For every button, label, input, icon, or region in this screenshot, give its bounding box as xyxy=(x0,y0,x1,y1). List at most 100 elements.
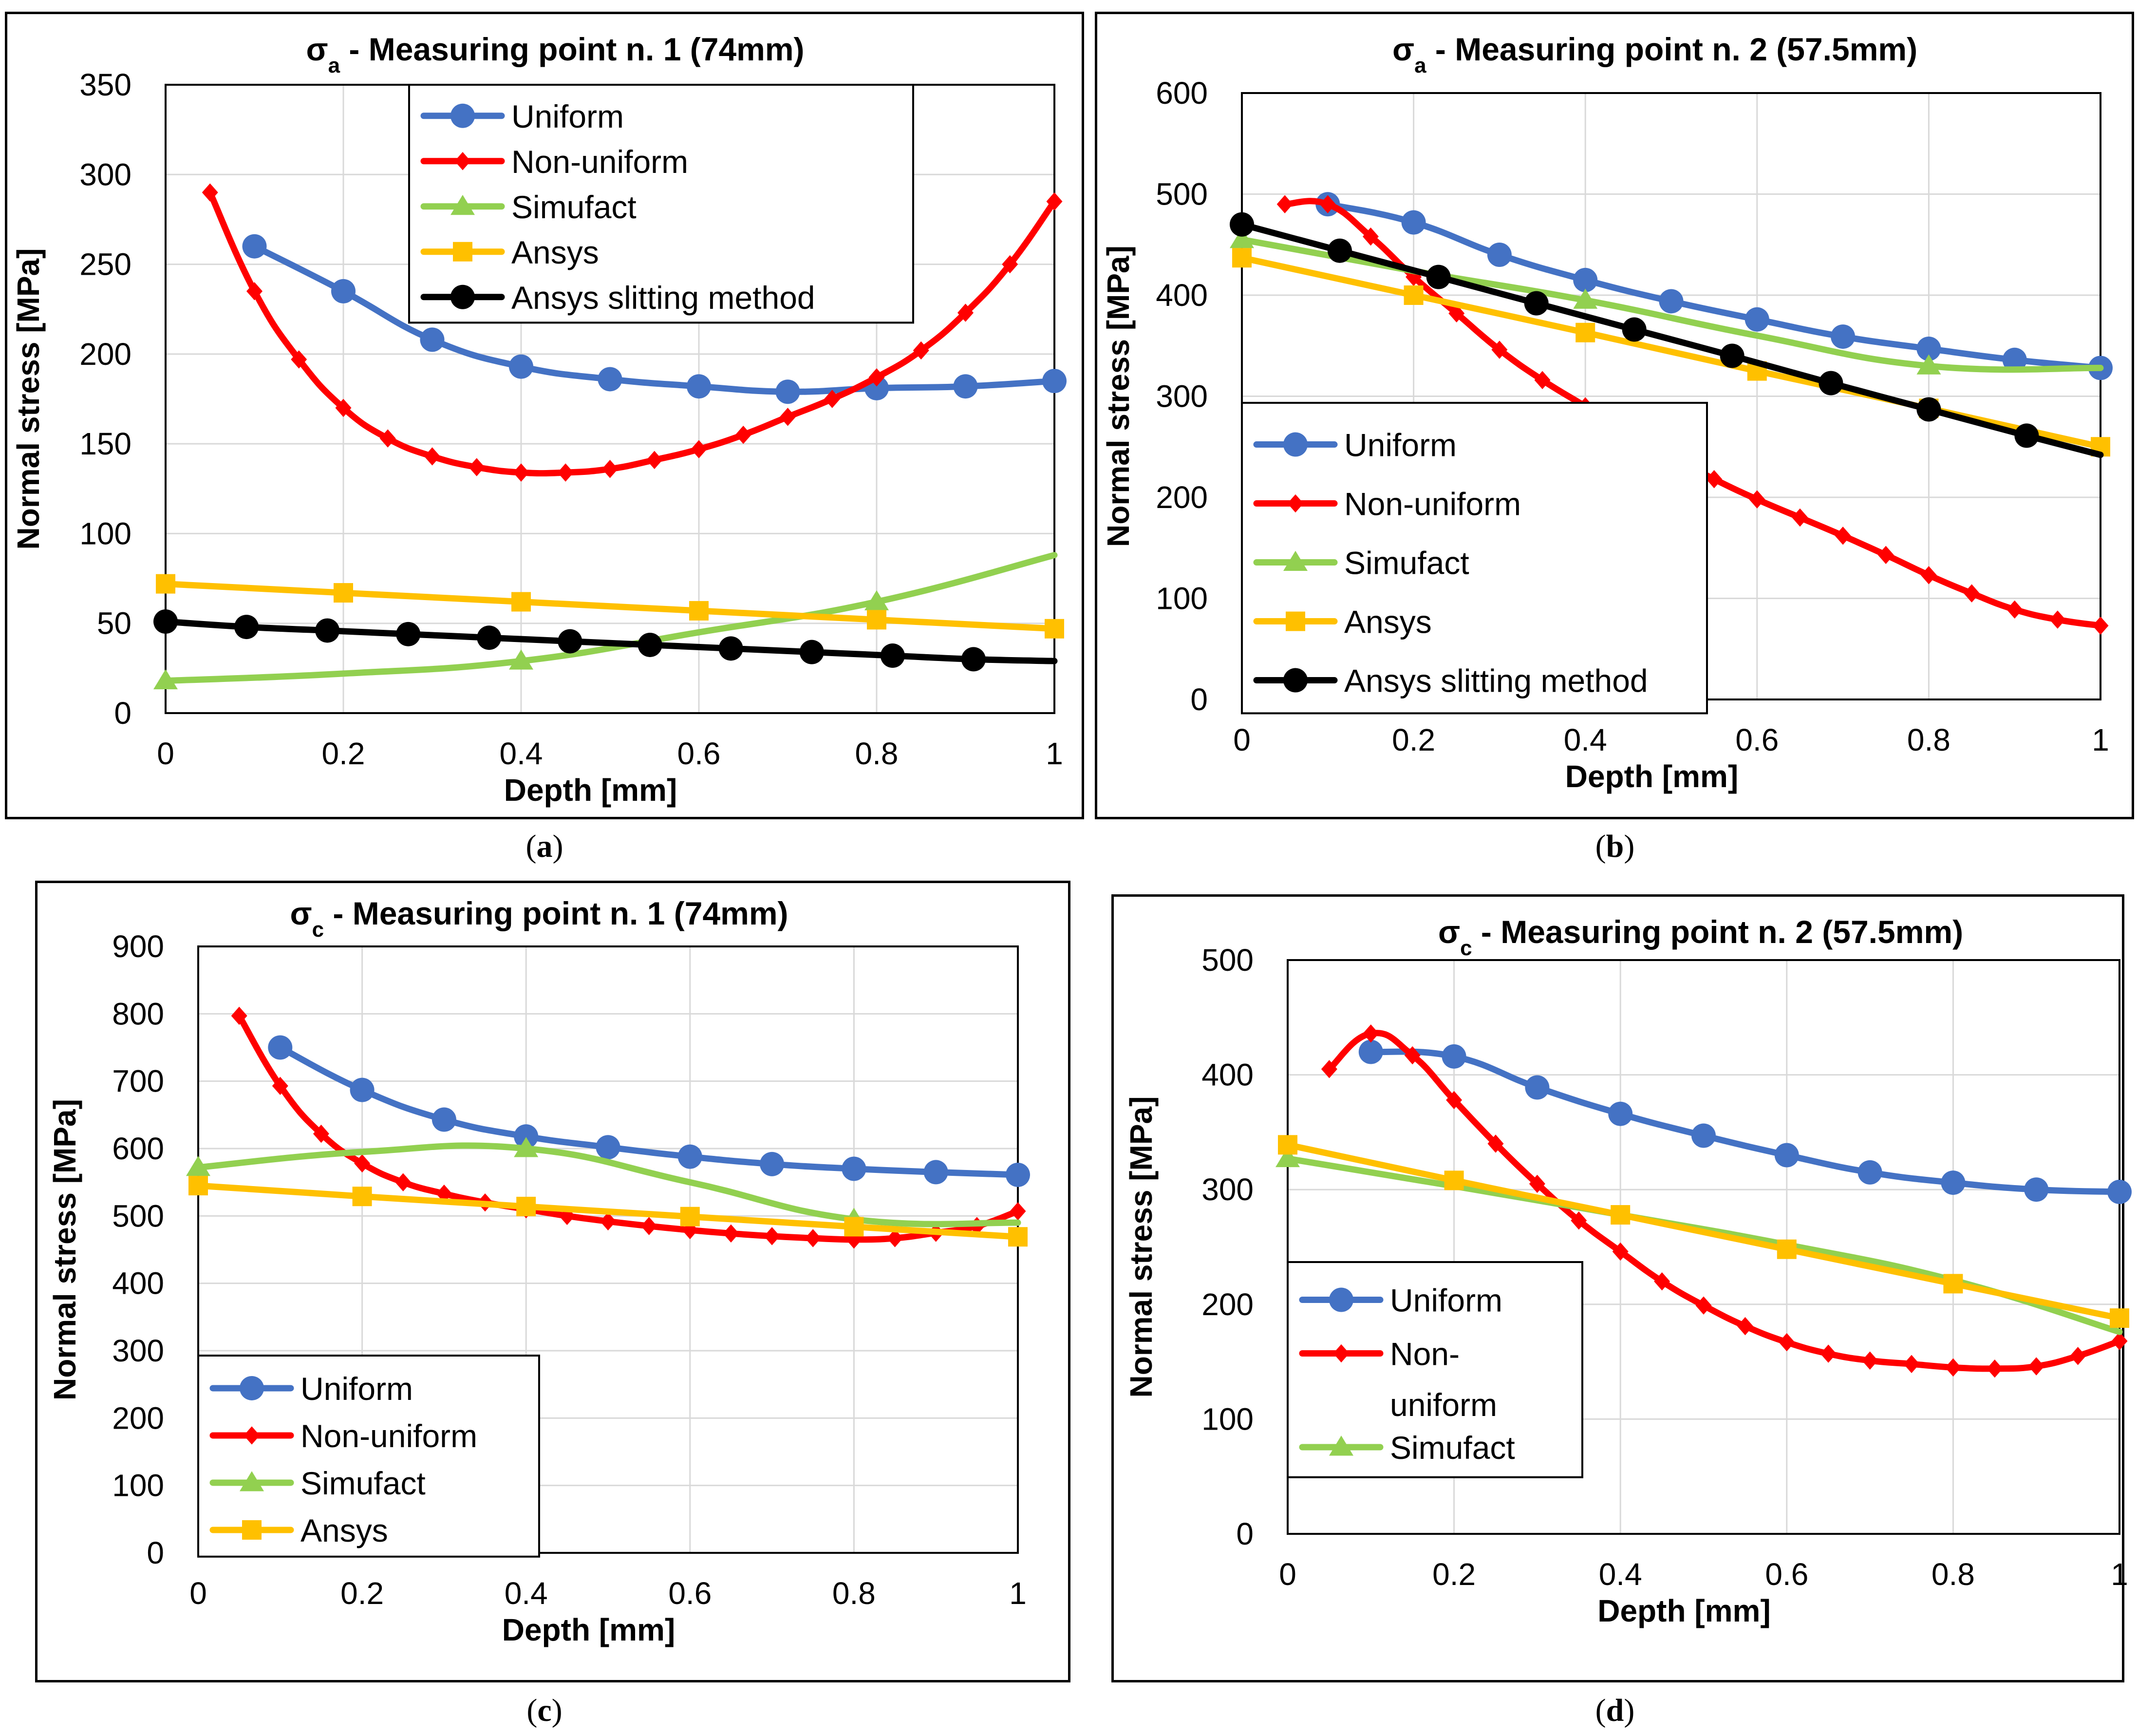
legend-entry-uniform: Uniform xyxy=(209,1371,413,1407)
data-point-nonuniform xyxy=(202,183,218,202)
data-point-slitting xyxy=(799,640,824,664)
data-point-nonuniform xyxy=(602,460,618,478)
x-tick-label: 0 xyxy=(1233,722,1251,757)
x-tick-label: 0.2 xyxy=(1392,722,1435,757)
legend-marker-simufact xyxy=(240,1471,264,1491)
caption-d-letter: d xyxy=(1606,1693,1624,1728)
data-point-ansys xyxy=(1045,619,1064,639)
legend-label-nonuniform: Non-uniform xyxy=(1344,486,1521,522)
data-point-simufact xyxy=(509,649,533,670)
y-tick-label: 0 xyxy=(147,1535,164,1570)
y-tick-label: 800 xyxy=(112,996,164,1031)
legend-entry-uniform: Uniform xyxy=(420,98,624,134)
y-tick-label: 100 xyxy=(112,1468,164,1503)
data-point-slitting xyxy=(1327,238,1352,263)
data-point-nonuniform xyxy=(646,451,663,470)
data-point-nonuniform xyxy=(1404,1046,1421,1065)
legend: Uniform Non-uniform Simufact Ansys Ansys sli… xyxy=(1241,402,1708,715)
x-tick-label: 0 xyxy=(189,1576,207,1611)
data-point-nonuniform xyxy=(1862,1351,1878,1370)
data-point-nonuniform xyxy=(2092,616,2109,635)
data-point-nonuniform xyxy=(291,350,307,369)
data-point-nonuniform xyxy=(1695,1296,1712,1315)
data-point-ansys xyxy=(1404,285,1424,305)
legend-label-nonuniform: Non- xyxy=(1390,1336,1460,1372)
x-tick-label: 0.8 xyxy=(832,1576,876,1611)
data-point-uniform xyxy=(2002,347,2027,372)
chart-title: σc - Measuring point n. 2 (57.5mm) xyxy=(1438,914,1963,960)
series-uniform xyxy=(268,1035,1030,1187)
data-point-slitting xyxy=(153,609,178,634)
legend: Uniform Non-uniform Simufact xyxy=(1287,1261,1583,1478)
data-point-nonuniform xyxy=(1820,1344,1837,1363)
data-point-nonuniform xyxy=(1945,1358,1961,1377)
legend-marker-uniform xyxy=(1329,1287,1353,1312)
y-tick-label: 600 xyxy=(1156,75,1208,111)
legend-label-slitting: Ansys slitting method xyxy=(511,280,815,316)
data-point-uniform xyxy=(350,1077,375,1102)
data-point-simufact xyxy=(1573,288,1598,309)
data-point-uniform xyxy=(596,1135,620,1160)
chart-panel-c: 0 0.2 0.4 0.6 0.8 1 0 100 200 300 400 500 600 700 800 9… xyxy=(35,881,1070,1682)
legend-marker-uniform xyxy=(1283,432,1308,457)
legend-entry-nonuniform: Non-uniform xyxy=(209,1418,477,1454)
data-point-ansys xyxy=(1278,1135,1297,1155)
legend-entry-nonuniform: Non-uniform xyxy=(420,144,688,180)
data-point-nonuniform xyxy=(600,1212,616,1231)
data-point-ansys xyxy=(516,1196,536,1216)
data-point-uniform xyxy=(677,1144,702,1169)
data-point-nonuniform xyxy=(1964,584,1980,603)
x-tick-label: 0.4 xyxy=(1599,1557,1642,1592)
data-point-slitting xyxy=(1230,212,1254,237)
data-point-nonuniform xyxy=(1321,1060,1337,1078)
data-point-nonuniform xyxy=(1276,195,1293,213)
data-point-nonuniform xyxy=(335,398,352,417)
data-point-ansys xyxy=(844,1217,864,1237)
caption-c: (c) xyxy=(526,1693,563,1728)
data-point-nonuniform xyxy=(1920,566,1937,585)
data-point-simufact xyxy=(1916,354,1941,375)
y-tick-label: 0 xyxy=(1236,1516,1254,1551)
data-point-nonuniform xyxy=(1010,1202,1026,1221)
legend-entry-nonuniform: Non-uniform xyxy=(1299,1336,1497,1423)
legend-label-uniform: Uniform xyxy=(1390,1283,1502,1319)
data-point-nonuniform xyxy=(824,390,841,408)
series-simufact xyxy=(153,552,1058,690)
data-point-uniform xyxy=(1358,1039,1383,1064)
data-point-uniform xyxy=(1401,210,1426,235)
data-point-simufact xyxy=(864,590,889,610)
chart-title: σa - Measuring point n. 2 (57.5mm) xyxy=(1392,31,1917,77)
legend-label-nonuniform: Non-uniform xyxy=(511,144,688,180)
data-point-uniform xyxy=(1774,1143,1799,1168)
x-tick-label: 1 xyxy=(2092,722,2109,757)
series-line-uniform xyxy=(251,243,1058,395)
chart-panel-d: 0 0.2 0.4 0.6 0.8 1 0 100 200 300 400 500 σc - Measu… xyxy=(1111,894,2132,1682)
legend-label-nonuniform: Non-uniform xyxy=(300,1418,477,1454)
data-point-nonuniform xyxy=(780,408,796,426)
data-point-uniform xyxy=(331,279,356,303)
data-point-nonuniform xyxy=(2049,610,2066,629)
data-point-uniform xyxy=(1659,289,1684,314)
legend-marker-nonuniform xyxy=(1287,494,1304,513)
data-point-nonuniform xyxy=(395,1173,412,1191)
legend-entry-ansys: Ansys xyxy=(1253,604,1432,640)
legend-marker-slitting xyxy=(450,284,475,309)
legend-marker-simufact xyxy=(450,195,475,215)
data-point-nonuniform xyxy=(1706,470,1723,489)
data-point-nonuniform xyxy=(957,303,974,322)
data-point-slitting xyxy=(1426,264,1451,289)
legend-label-simufact: Simufact xyxy=(1390,1430,1515,1466)
caption-d: (d) xyxy=(1595,1693,1635,1728)
x-tick-label: 1 xyxy=(2111,1557,2128,1592)
data-point-uniform xyxy=(842,1156,866,1181)
data-point-simufact xyxy=(1275,1147,1300,1168)
y-tick-label: 500 xyxy=(1201,943,1254,978)
data-point-uniform xyxy=(687,374,711,399)
data-point-nonuniform xyxy=(1737,1317,1753,1336)
data-point-nonuniform xyxy=(691,440,707,458)
title-text: - Measuring point n. 2 (57.5mm) xyxy=(1472,914,1963,950)
legend-entry-uniform: Uniform xyxy=(1253,427,1457,463)
data-point-nonuniform xyxy=(313,1124,329,1143)
data-point-ansys xyxy=(156,574,175,594)
data-point-uniform xyxy=(775,379,800,404)
